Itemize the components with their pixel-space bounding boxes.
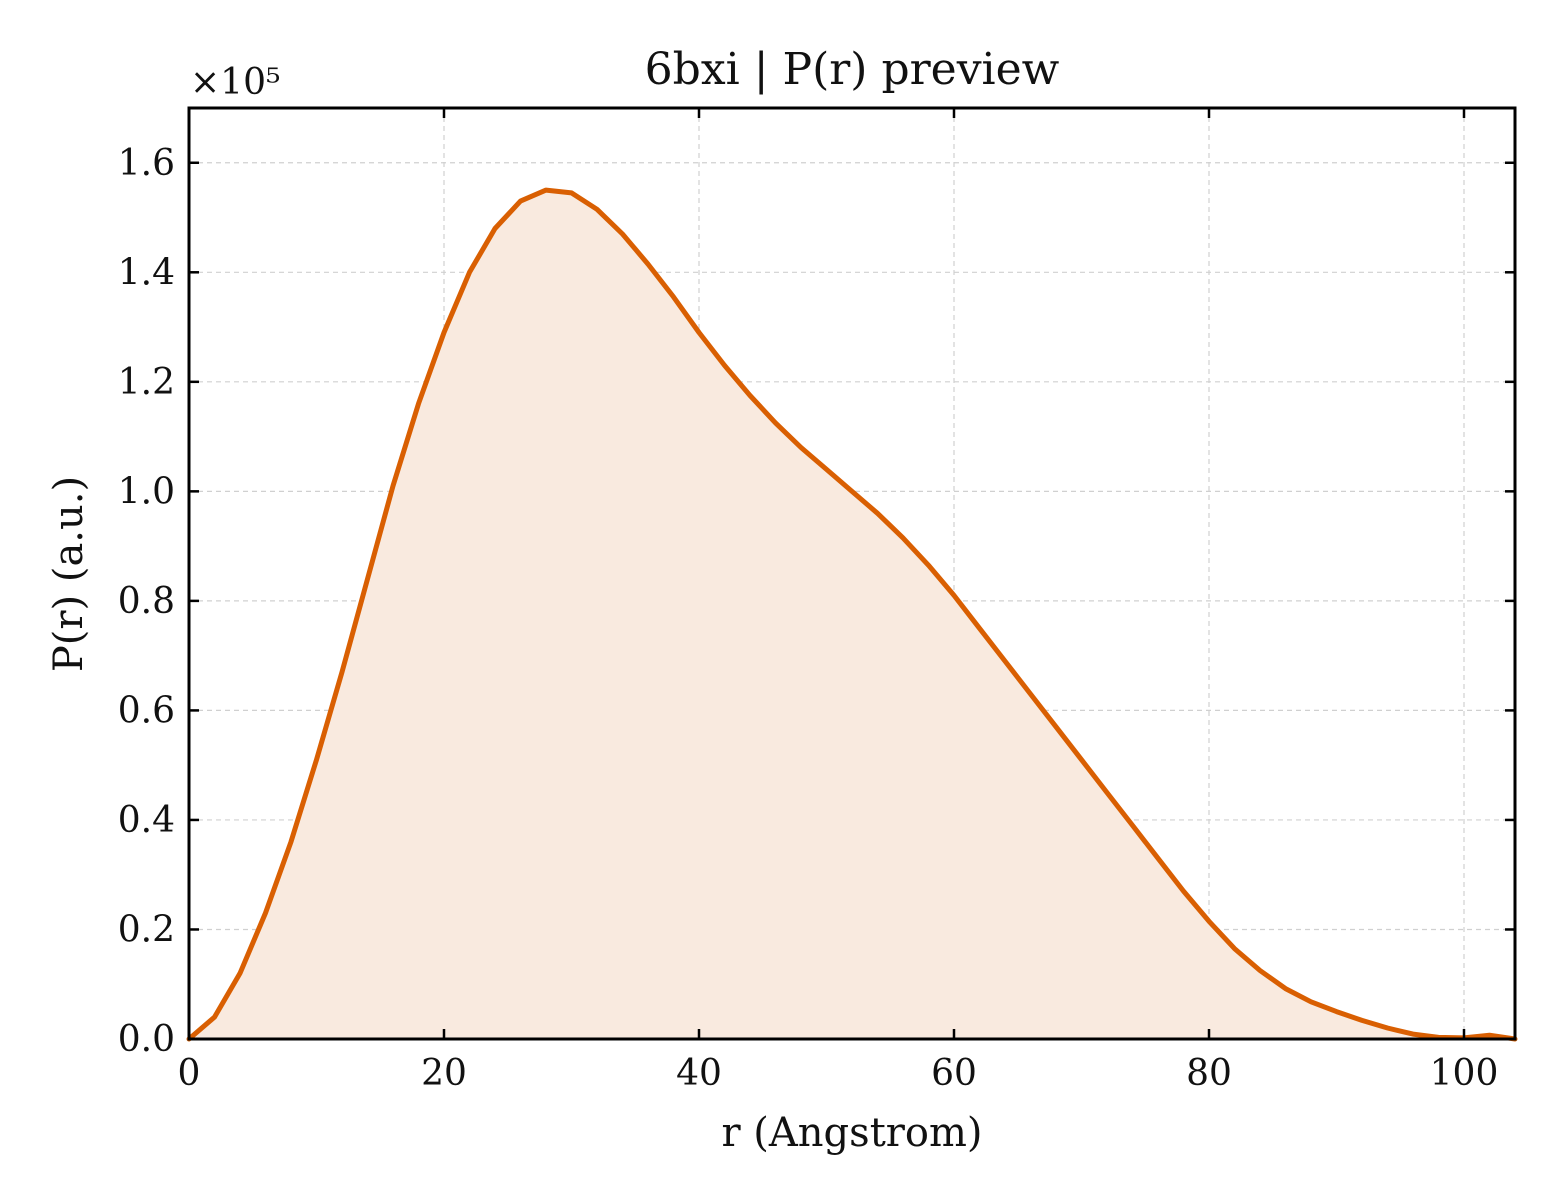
y-tick-label: 0.6 bbox=[118, 690, 175, 731]
chart-title: 6bxi | P(r) preview bbox=[645, 44, 1060, 95]
y-tick-label: 0.8 bbox=[118, 581, 175, 622]
tick-labels: 0 20 40 60 80 100 0.0 0.2 0.4 0.6 0.8 1.0 1.2 1.4 1.6 bbox=[118, 143, 1499, 1094]
y-tick-label: 0.4 bbox=[118, 800, 175, 841]
y-tick-label: 0.2 bbox=[118, 909, 175, 950]
series-line bbox=[186, 187, 1518, 1042]
x-tick-label: 20 bbox=[421, 1053, 467, 1094]
area-fill bbox=[189, 190, 1515, 1040]
y-tick-label: 0.0 bbox=[118, 1019, 175, 1060]
y-tick-label: 1.0 bbox=[118, 471, 175, 512]
y-tick-label: 1.4 bbox=[118, 252, 175, 293]
plot-frame bbox=[187, 106, 1517, 1041]
x-tick-label: 40 bbox=[676, 1053, 722, 1094]
x-tick-label: 80 bbox=[1186, 1053, 1232, 1094]
x-tick-label: 60 bbox=[931, 1053, 977, 1094]
plot-area bbox=[186, 187, 1518, 1042]
x-tick-label: 0 bbox=[178, 1053, 201, 1094]
y-tick-label: 1.6 bbox=[118, 143, 175, 184]
y-axis-label: P(r) (a.u.) bbox=[46, 476, 92, 672]
x-tick-label: 100 bbox=[1430, 1053, 1499, 1094]
y-tick-label: 1.2 bbox=[118, 362, 175, 403]
x-axis-label: r (Angstrom) bbox=[721, 1110, 982, 1156]
y-multiplier: ×10⁵ bbox=[190, 62, 280, 103]
